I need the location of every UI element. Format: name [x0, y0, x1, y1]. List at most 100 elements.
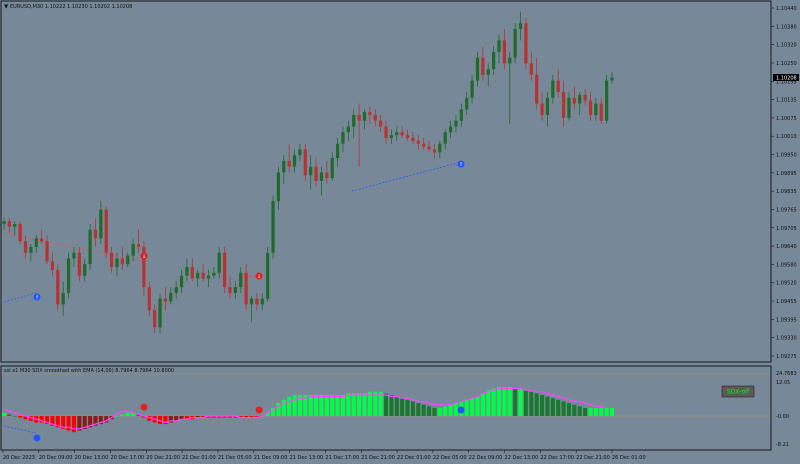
- buy-signal-marker: ↑: [33, 293, 41, 301]
- candle: [422, 137, 426, 150]
- candle: [335, 137, 340, 167]
- triangle-down-icon[interactable]: ▼: [4, 4, 9, 10]
- candle: [147, 281, 151, 316]
- histogram-bar: [77, 416, 82, 431]
- candle: [287, 143, 291, 173]
- candle: [508, 51, 512, 124]
- candle: [2, 218, 6, 230]
- sdx-toggle-button[interactable]: SDX-off: [721, 385, 755, 398]
- price-tick-label: 1.09705: [776, 226, 797, 232]
- histogram-bar: [545, 396, 550, 416]
- histogram-bar: [416, 403, 421, 416]
- price-panel-frame: [0, 0, 772, 363]
- candle: [104, 206, 108, 259]
- histogram-bar: [125, 412, 130, 416]
- price-tick-label: 1.10010: [776, 134, 797, 140]
- candle: [228, 275, 232, 299]
- price-tick-label: 1.09950: [776, 153, 797, 159]
- histogram-bar: [464, 399, 469, 416]
- sell-signal-marker: [140, 403, 148, 411]
- histogram-bar: [1, 412, 7, 416]
- svg-text:1.10208: 1.10208: [776, 76, 797, 82]
- histogram-bar: [55, 416, 60, 428]
- candle: [239, 267, 243, 293]
- histogram-bar: [184, 416, 189, 420]
- candle: [497, 34, 501, 64]
- histogram-bar: [496, 386, 502, 416]
- histogram-bar: [211, 416, 216, 418]
- candle: [352, 109, 356, 138]
- candle: [163, 287, 168, 311]
- histogram-bar: [163, 416, 168, 425]
- svg-text:↓: ↓: [142, 254, 146, 260]
- histogram-bar: [384, 393, 389, 416]
- histogram-bar: [400, 398, 405, 416]
- histogram-bar: [502, 386, 507, 416]
- candle: [368, 106, 372, 124]
- candle: [448, 120, 453, 138]
- candle: [34, 235, 38, 253]
- candle: [249, 295, 254, 322]
- candle: [395, 126, 399, 141]
- histogram-bar: [281, 399, 286, 416]
- blue-trend-line-2: [351, 161, 462, 192]
- candle: [492, 46, 496, 75]
- candle: [18, 221, 22, 245]
- histogram-bar: [18, 416, 23, 418]
- current-price-label: 1.10208: [773, 74, 799, 82]
- indicator-panel-frame: [0, 365, 772, 451]
- candle: [260, 292, 264, 311]
- candle: [244, 264, 248, 311]
- histogram-bar: [168, 416, 173, 423]
- candle: [292, 149, 297, 173]
- candle: [427, 140, 431, 153]
- histogram-bar: [120, 414, 125, 416]
- candle: [271, 195, 275, 259]
- histogram-bar: [308, 395, 313, 416]
- candle: [605, 74, 609, 124]
- candle: [346, 120, 350, 141]
- candle: [481, 46, 485, 81]
- histogram-bar: [507, 386, 512, 416]
- histogram-bar: [319, 395, 324, 416]
- candle: [50, 252, 55, 276]
- histogram-bar: [518, 388, 523, 416]
- indicator-axis: 24.7683 12.05 -0.00 -8.21: [776, 371, 797, 448]
- candle: [362, 109, 367, 130]
- time-tick-label: 22 Dec 05:00: [433, 455, 467, 461]
- time-tick-label: 22 Dec 13:00: [505, 455, 539, 461]
- histogram-bar: [373, 391, 378, 416]
- histogram-bar: [276, 403, 281, 416]
- histogram-bar: [421, 404, 426, 416]
- histogram-bar: [12, 416, 17, 417]
- histogram-bar: [432, 407, 437, 416]
- histogram-bar: [222, 416, 227, 418]
- time-tick-label: 21 Dec 05:00: [218, 455, 252, 461]
- time-tick-label: 21 Dec 13:00: [290, 455, 324, 461]
- time-tick-label: 20 Dec 13:00: [75, 455, 109, 461]
- histogram-bar: [287, 396, 292, 416]
- candle: [56, 264, 60, 311]
- candle: [518, 11, 523, 41]
- candle: [99, 201, 103, 245]
- histogram-bar: [561, 401, 566, 416]
- candle: [502, 28, 507, 70]
- candle: [443, 129, 447, 150]
- candle: [45, 235, 49, 265]
- candle: [583, 89, 587, 107]
- candle: [7, 218, 11, 233]
- histogram-bar: [389, 395, 394, 416]
- histogram-bar: [362, 393, 367, 416]
- candle: [196, 269, 200, 288]
- time-tick-label: 21 Dec 21:00: [361, 455, 395, 461]
- histogram-bar: [491, 388, 496, 416]
- candle: [201, 264, 205, 282]
- histogram-bar: [324, 395, 329, 416]
- candle: [217, 246, 221, 279]
- candles-layer: [2, 11, 614, 334]
- candle: [13, 221, 17, 236]
- time-tick-label: 20 Dec 2023: [3, 455, 35, 461]
- histogram-bar: [340, 395, 345, 416]
